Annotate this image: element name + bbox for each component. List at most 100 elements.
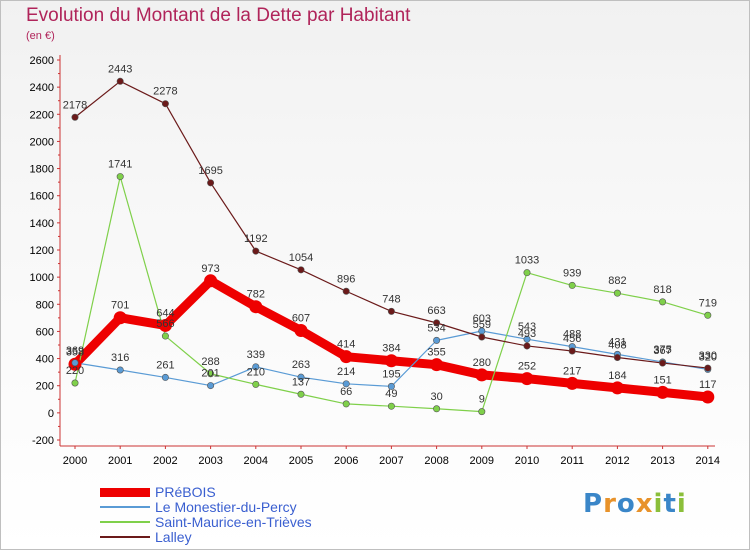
data-label: 210 [247,366,265,378]
data-label: 939 [563,267,581,279]
data-point [523,342,531,350]
data-label: 220 [66,365,84,377]
data-point [252,247,260,255]
chart-subtitle: (en €) [26,30,55,42]
data-label: 1741 [108,159,132,171]
data-point [475,368,489,382]
data-label: 330 [699,350,717,362]
y-tick-label: 600 [36,326,54,338]
data-point [613,353,621,361]
data-label: 2278 [153,86,177,98]
chart-title: Evolution du Montant de la Dette par Hab… [26,5,411,26]
legend-label: Saint-Maurice-en-Trièves [155,514,312,530]
data-label: 117 [699,379,717,391]
y-tick-label: 400 [36,354,54,366]
data-point [704,311,712,319]
data-point [659,298,667,306]
x-tick-label: 2007 [379,455,403,467]
data-point [568,281,576,289]
legend-item: Le Monestier-du-Percy [100,499,400,515]
data-label: 1054 [289,252,313,264]
data-point [565,376,579,390]
x-tick-label: 2000 [63,455,87,467]
x-tick-label: 2002 [153,455,177,467]
data-label: 217 [563,365,581,377]
data-label: 1695 [198,165,222,177]
data-point [387,402,395,410]
data-label: 201 [201,368,219,380]
data-label: 263 [292,359,310,371]
data-point [613,289,621,297]
data-point [704,364,712,372]
data-point [207,179,215,187]
data-label: 214 [337,366,355,378]
data-point [116,366,124,374]
y-tick-label: 2600 [30,55,54,67]
data-label: 375 [653,344,671,356]
data-label: 151 [653,374,671,386]
data-label: 431 [608,336,626,348]
data-label: 355 [427,347,445,359]
x-tick-label: 2001 [108,455,132,467]
y-tick-label: -200 [32,435,54,447]
x-tick-label: 2004 [244,455,268,467]
data-point [161,100,169,108]
data-point [161,373,169,381]
data-label: 137 [292,376,310,388]
y-tick-label: 1800 [30,164,54,176]
legend-item: PRéBOIS [100,484,400,500]
data-label: 2178 [63,99,87,111]
data-label: 252 [518,361,536,373]
logo-letter: r [603,489,617,519]
y-tick-label: 1400 [30,218,54,230]
legend-swatch [100,521,150,523]
data-point [116,77,124,85]
data-point [656,385,670,399]
data-point [610,381,624,395]
data-label: 607 [292,312,310,324]
data-point [478,333,486,341]
data-label: 1033 [515,255,539,267]
data-label: 384 [382,343,400,355]
data-point [161,332,169,340]
data-point [158,318,172,332]
y-tick-label: 2000 [30,136,54,148]
data-label: 280 [473,357,491,369]
data-label: 488 [563,329,581,341]
data-point [523,335,531,343]
data-label: 782 [247,289,265,301]
logo-letter: x [635,489,654,519]
data-label: 493 [518,328,536,340]
data-label: 719 [699,297,717,309]
y-tick-label: 1600 [30,191,54,203]
data-point [297,373,305,381]
data-point [701,390,715,404]
data-label: 663 [427,305,445,317]
data-label: 882 [608,275,626,287]
x-tick-label: 2005 [289,455,313,467]
data-point [116,173,124,181]
data-point [71,113,79,121]
data-point [207,382,215,390]
legend-swatch [100,536,150,538]
data-point [478,408,486,416]
x-tick-label: 2008 [424,455,448,467]
data-point [252,363,260,371]
y-tick-label: 1000 [30,272,54,284]
data-point [342,400,350,408]
logo-letter: i [676,489,687,519]
legend-swatch [100,487,150,497]
data-point [387,382,395,390]
data-point [252,380,260,388]
data-point [433,405,441,413]
legend-item: Lalley [100,529,400,545]
data-label: 701 [111,300,129,312]
data-point [659,359,667,367]
x-tick-label: 2010 [515,455,539,467]
logo-letter: i [653,489,664,519]
data-point [433,319,441,327]
data-label: 408 [608,339,626,351]
data-point [523,269,531,277]
data-point [339,350,353,364]
